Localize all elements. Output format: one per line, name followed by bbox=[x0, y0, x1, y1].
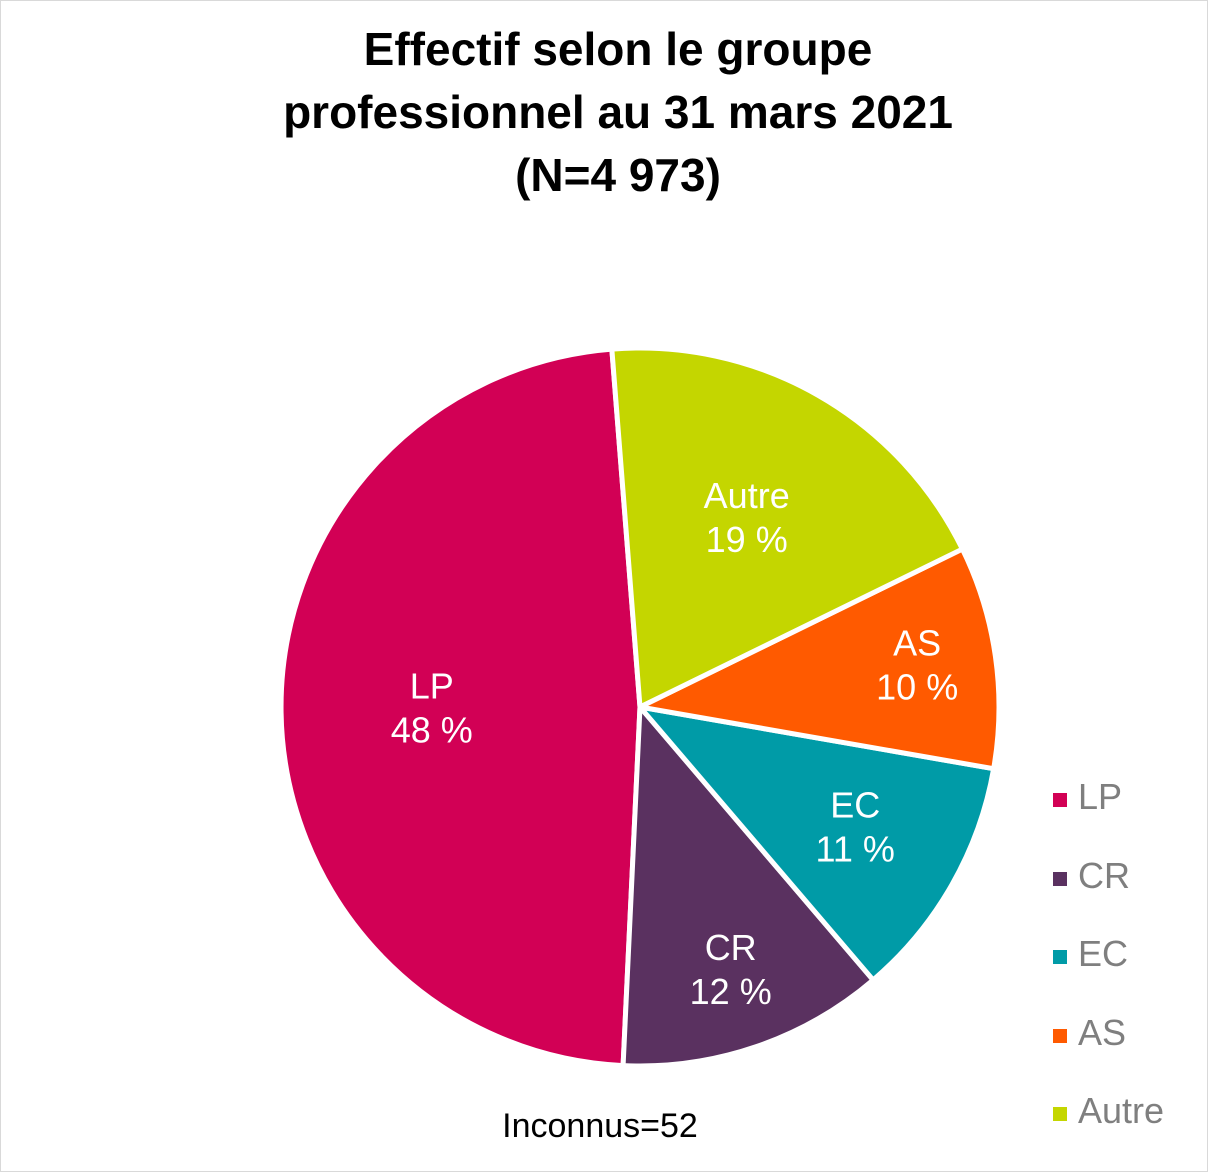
legend-swatch-as bbox=[1053, 1028, 1067, 1043]
data-label-as: AS 10 % bbox=[876, 623, 958, 708]
data-label-percent: 10 % bbox=[876, 667, 958, 708]
data-label-lp: LP 48 % bbox=[391, 665, 473, 750]
data-label-category: AS bbox=[893, 623, 941, 664]
chart-title-line-2: professionnel au 31 mars 2021 bbox=[283, 86, 953, 138]
legend-swatch-cr bbox=[1053, 871, 1067, 886]
legend-label-autre: Autre bbox=[1078, 1090, 1165, 1131]
data-label-cr: CR 12 % bbox=[690, 927, 772, 1012]
chart-title: Effectif selon le groupe professionnel a… bbox=[0, 18, 1208, 207]
data-label-autre: Autre 19 % bbox=[704, 475, 790, 560]
legend-swatch-lp bbox=[1053, 793, 1067, 807]
pie-slice-ec[interactable] bbox=[637, 704, 997, 983]
data-label-percent: 19 % bbox=[706, 519, 788, 560]
data-label-category: LP bbox=[410, 665, 454, 706]
legend-swatch-ec bbox=[1053, 950, 1067, 964]
data-label-category: CR bbox=[705, 927, 757, 968]
pie-slices bbox=[278, 345, 1002, 1069]
legend-swatch-autre bbox=[1053, 1107, 1067, 1121]
pie-slice-autre[interactable] bbox=[609, 345, 965, 710]
data-label-percent: 12 % bbox=[690, 971, 772, 1012]
data-label-ec: EC 11 % bbox=[816, 785, 895, 870]
pie-data-labels: LP 48 % CR 12 % EC 11 % AS 10 % Autre 19 % bbox=[391, 475, 958, 1012]
pie-slice-lp[interactable] bbox=[278, 346, 643, 1069]
data-label-category: EC bbox=[830, 785, 880, 826]
data-label-percent: 48 % bbox=[391, 709, 473, 750]
chart-title-line-3: (N=4 973) bbox=[515, 149, 721, 201]
legend-label-as: AS bbox=[1078, 1011, 1127, 1053]
legend-label-cr: CR bbox=[1078, 854, 1130, 896]
data-label-category: Autre bbox=[704, 475, 790, 516]
pie-slice-as[interactable] bbox=[637, 546, 1002, 772]
chart-title-line-1: Effectif selon le groupe bbox=[363, 23, 873, 75]
pie-slice-cr[interactable] bbox=[620, 704, 876, 1069]
unknown-count-annotation: Inconnus=52 bbox=[502, 1107, 698, 1145]
data-label-percent: 11 % bbox=[816, 829, 895, 870]
legend-label-ec: EC bbox=[1078, 933, 1129, 974]
legend-label-lp: LP bbox=[1078, 776, 1123, 817]
